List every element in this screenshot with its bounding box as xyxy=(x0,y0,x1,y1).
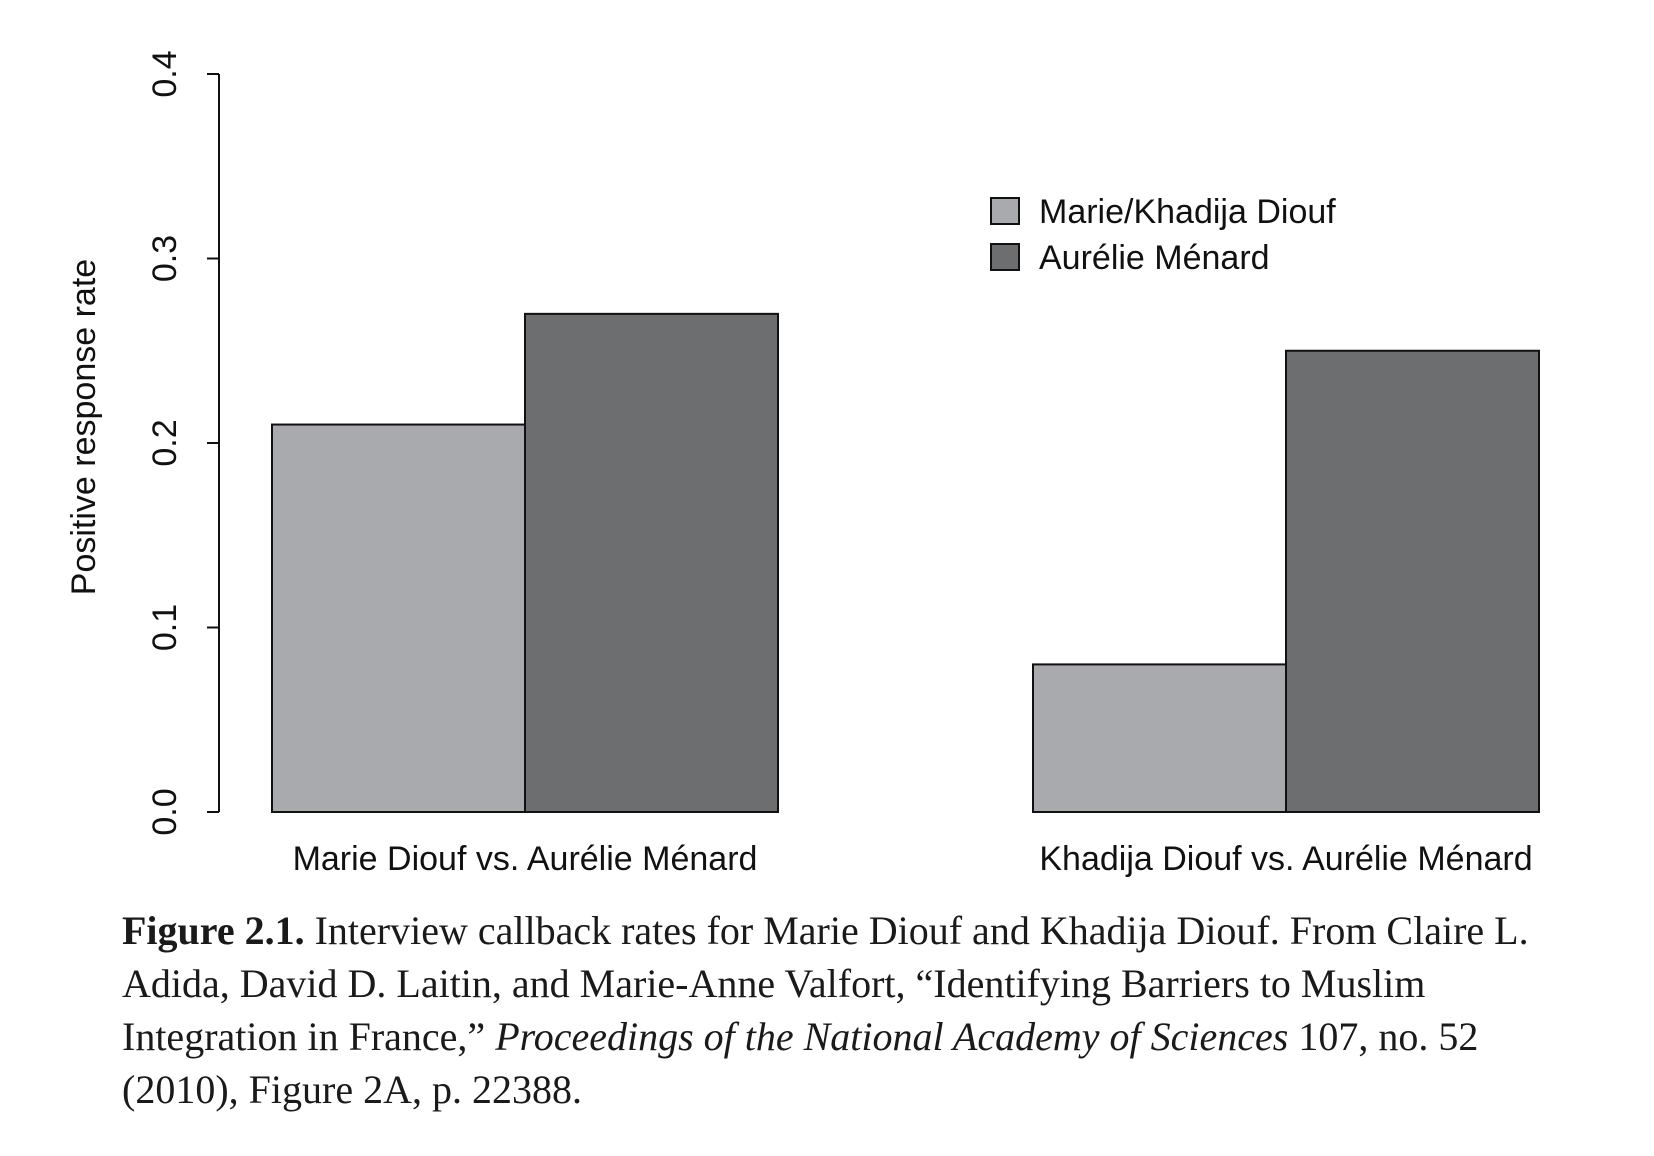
y-tick-label: 0.4 xyxy=(146,50,184,97)
caption-text: Interview callback rates for Marie Diouf… xyxy=(122,908,1529,1059)
category-label: Khadija Diouf vs. Aurélie Ménard xyxy=(1039,840,1532,878)
caption-journal: Proceedings of the National Academy of S… xyxy=(495,1014,1289,1059)
legend-swatch xyxy=(990,197,1020,225)
y-tick-label: 0.3 xyxy=(146,235,184,282)
legend-label: Aurélie Ménard xyxy=(1039,239,1270,277)
legend: Marie/Khadija Diouf Aurélie Ménard xyxy=(990,193,1336,277)
y-axis: 0.0 0.1 0.2 0.3 0.4 xyxy=(146,50,220,836)
y-tick-label: 0.0 xyxy=(146,788,184,835)
caption-rest: 107, no. 52 (2010), Figure 2A, p. 22388. xyxy=(122,1014,1479,1112)
bar xyxy=(1285,349,1540,813)
legend-swatch xyxy=(990,243,1020,271)
caption-label: Figure 2.1. xyxy=(122,908,305,953)
legend-label: Marie/Khadija Diouf xyxy=(1039,193,1336,231)
y-axis-label: Positive response rate xyxy=(65,259,103,595)
category-label: Marie Diouf vs. Aurélie Ménard xyxy=(293,840,758,878)
y-tick-label: 0.1 xyxy=(146,604,184,651)
y-tick-label: 0.2 xyxy=(146,419,184,466)
bars xyxy=(271,312,1540,814)
figure-caption: Figure 2.1. Interview callback rates for… xyxy=(122,904,1542,1116)
bar xyxy=(271,423,526,813)
bar-chart: 0.0 0.1 0.2 0.3 0.4 Positive response rate M… xyxy=(65,50,1540,878)
bar xyxy=(524,312,779,813)
bar xyxy=(1032,663,1287,814)
category-labels: Marie Diouf vs. Aurélie Ménard Khadija Di… xyxy=(293,840,1533,878)
